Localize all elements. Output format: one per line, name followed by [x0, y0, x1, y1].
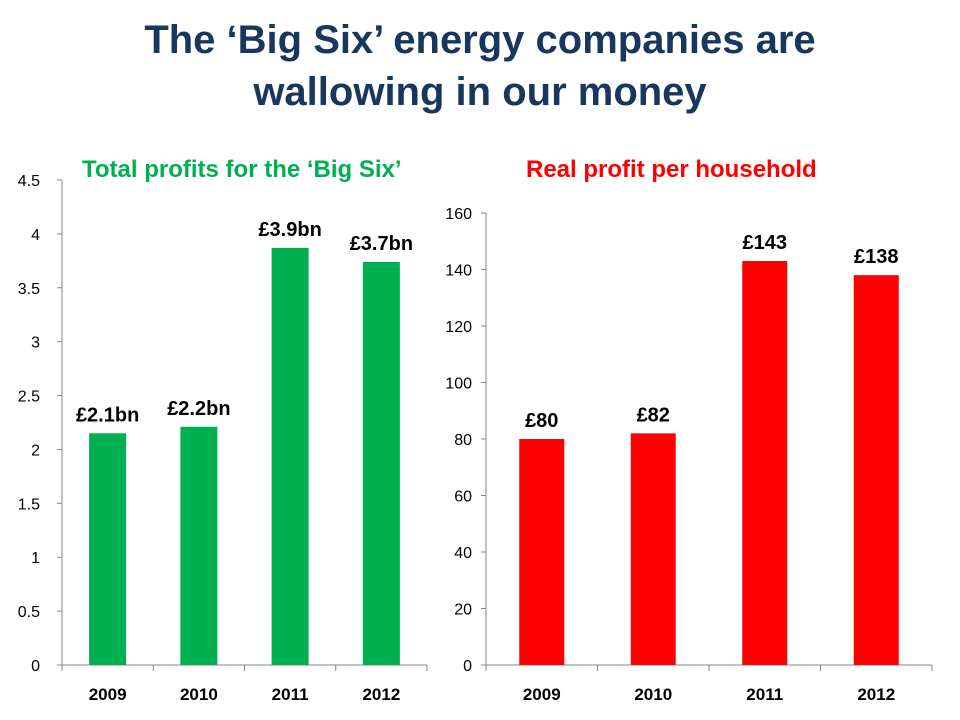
y-tick-label: 3.5 [18, 281, 40, 298]
y-tick-label: 2 [31, 442, 40, 459]
y-tick-label: 3 [31, 335, 40, 352]
bar-2009 [89, 433, 127, 665]
y-tick-label: 0 [31, 658, 40, 675]
y-tick-label: 1 [31, 550, 40, 567]
category-label-2009: 2009 [89, 685, 127, 704]
slide-title-line-1: The ‘Big Six’ energy companies are [144, 18, 816, 62]
y-tick-label: 0.5 [18, 604, 40, 621]
chart-title-profit-per-household: Real profit per household [526, 156, 817, 183]
category-label-2012: 2012 [362, 685, 400, 704]
category-label-2010: 2010 [180, 685, 218, 704]
y-tick-label: 2.5 [18, 389, 40, 406]
chart-title-total-profits: Total profits for the ‘Big Six’ [82, 156, 402, 183]
slide-title-line-2: wallowing in our money [253, 70, 707, 114]
category-label-2011: 2011 [272, 685, 309, 704]
bar-2012 [362, 261, 400, 665]
bar-2011 [271, 247, 309, 665]
data-label-2012: £3.7bn [350, 233, 413, 255]
data-label-2010: £2.2bn [167, 398, 230, 420]
y-tick-label: 4.5 [18, 173, 40, 190]
data-label-2009: £2.1bn [76, 404, 139, 426]
bar-2010 [180, 426, 218, 665]
y-tick-label: 4 [31, 227, 40, 244]
slide-title: The ‘Big Six’ energy companies are wallo… [0, 14, 960, 118]
data-label-2011: £3.9bn [258, 219, 321, 241]
y-tick-label: 1.5 [18, 496, 40, 513]
